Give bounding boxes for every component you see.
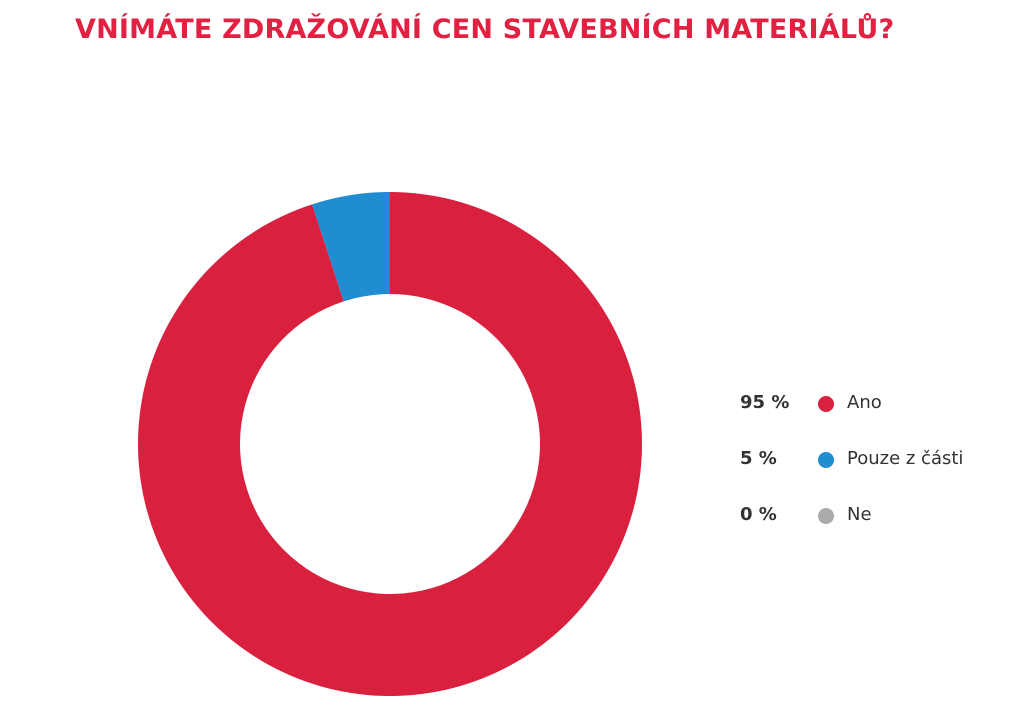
legend-swatch-pouze-z-casti <box>818 452 834 468</box>
legend-value-pouze-z-casti: 5 % <box>740 448 777 469</box>
chart-title: VNÍMÁTE ZDRAŽOVÁNÍ CEN STAVEBNÍCH MATERI… <box>75 14 895 45</box>
donut-slice-ano <box>138 192 643 697</box>
legend-item-ne: 0 % Ne <box>740 500 1000 556</box>
legend-item-pouze-z-casti: 5 % Pouze z části <box>740 444 1000 500</box>
legend-label-ne: Ne <box>847 504 872 525</box>
legend-label-pouze-z-casti: Pouze z části <box>847 448 964 469</box>
donut-slice-pouze-z-casti <box>312 192 390 302</box>
legend-value-ne: 0 % <box>740 504 777 525</box>
chart-legend: 95 % Ano 5 % Pouze z části 0 % Ne <box>740 388 1000 556</box>
legend-swatch-ne <box>818 508 834 524</box>
legend-label-ano: Ano <box>847 392 882 413</box>
legend-item-ano: 95 % Ano <box>740 388 1000 444</box>
legend-swatch-ano <box>818 396 834 412</box>
legend-value-ano: 95 % <box>740 392 790 413</box>
